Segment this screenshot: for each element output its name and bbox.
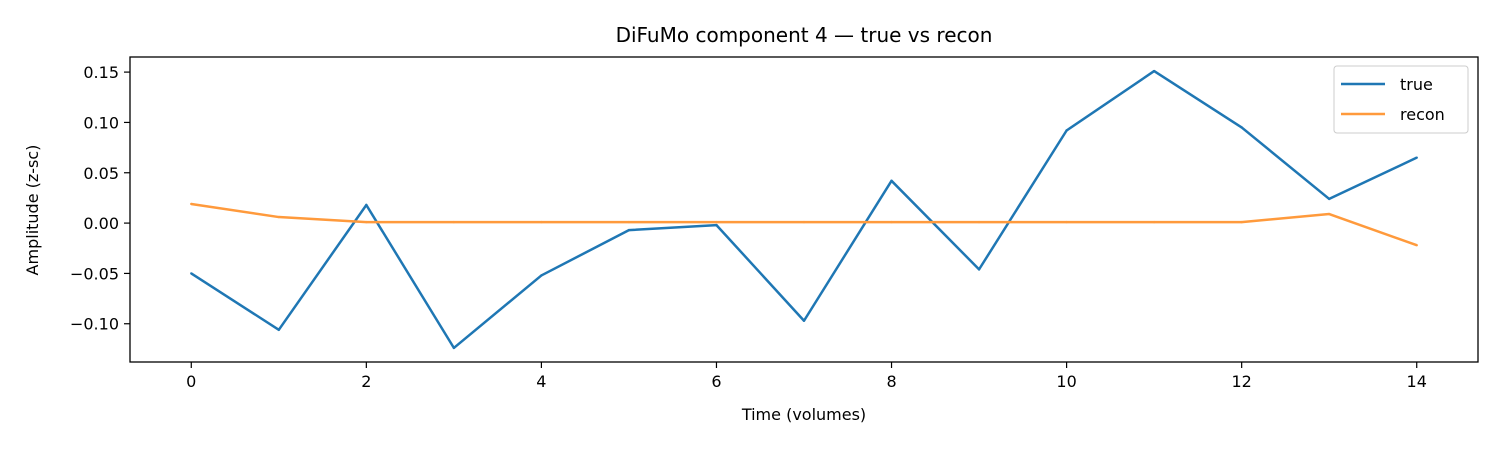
data-point-recon — [540, 220, 543, 224]
x-tick-label: 4 — [536, 372, 546, 391]
data-point-true — [277, 328, 281, 331]
data-point-true — [890, 179, 893, 183]
data-point-true — [715, 223, 718, 227]
chart-title: DiFuMo component 4 — true vs recon — [616, 23, 993, 47]
x-tick-label: 6 — [711, 372, 721, 391]
data-point-recon — [1415, 244, 1418, 247]
data-point-true — [540, 274, 543, 277]
y-tick-label: −0.10 — [70, 315, 119, 334]
plot-area — [190, 69, 1418, 350]
data-point-recon — [1327, 212, 1331, 216]
data-point-true — [1415, 156, 1418, 159]
x-tick-label: 14 — [1407, 372, 1427, 391]
data-point-recon — [277, 215, 281, 219]
x-axis-label: Time (volumes) — [741, 405, 866, 424]
series-line-true — [190, 69, 1418, 350]
series-line-recon — [191, 202, 1418, 247]
data-point-recon — [190, 202, 193, 206]
data-point-true — [627, 228, 631, 232]
x-tick-label: 10 — [1056, 372, 1076, 391]
y-tick-label: 0.05 — [83, 164, 119, 183]
data-point-true — [365, 203, 368, 207]
y-tick-label: 0.00 — [83, 214, 119, 233]
data-point-true — [452, 346, 456, 350]
data-point-recon — [1152, 220, 1156, 224]
data-point-true — [1065, 129, 1068, 132]
y-axis-label: Amplitude (z-sc) — [23, 145, 42, 276]
data-point-true — [1240, 126, 1243, 129]
x-tick-label: 0 — [186, 372, 196, 391]
legend-label-recon: recon — [1400, 105, 1445, 124]
data-point-recon — [890, 220, 893, 224]
x-tick-label: 2 — [361, 372, 371, 391]
data-point-recon — [627, 220, 631, 224]
legend: true recon — [1333, 65, 1469, 134]
data-point-true — [977, 268, 981, 271]
y-tick-label: 0.15 — [83, 63, 119, 82]
x-tick-label: 8 — [886, 372, 896, 391]
data-point-recon — [365, 220, 368, 224]
data-point-recon — [1240, 220, 1243, 224]
data-point-recon — [715, 220, 718, 224]
y-tick-label: 0.10 — [83, 113, 119, 132]
data-point-true — [1152, 69, 1156, 73]
x-axis: 0 2 4 6 8 10 12 14 — [186, 362, 1427, 391]
data-point-recon — [1065, 220, 1068, 224]
legend-label-true: true — [1400, 75, 1433, 94]
y-axis: −0.10 −0.05 0.00 0.05 0.10 0.15 — [70, 63, 130, 334]
data-point-true — [190, 272, 193, 275]
data-point-true — [802, 319, 806, 322]
data-point-recon — [452, 220, 456, 224]
y-tick-label: −0.05 — [70, 264, 119, 283]
x-tick-label: 12 — [1231, 372, 1251, 391]
data-point-true — [1327, 197, 1331, 201]
plot-frame — [129, 56, 1479, 363]
data-point-recon — [977, 220, 981, 224]
data-point-recon — [802, 220, 806, 224]
